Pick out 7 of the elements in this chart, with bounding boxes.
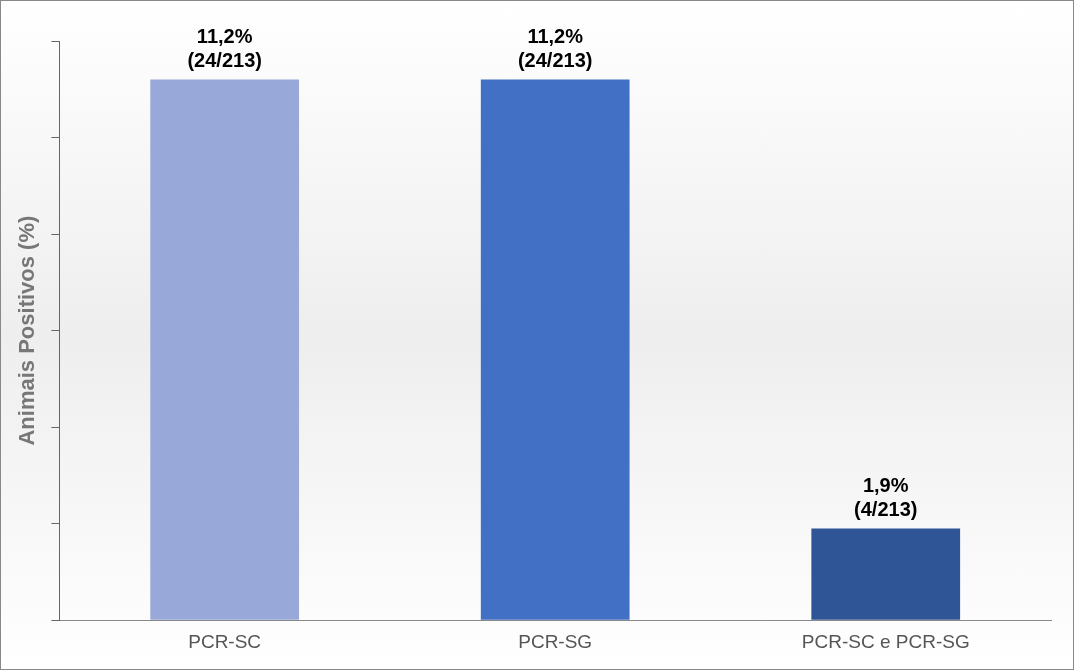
x-tick-label: PCR-SG <box>518 630 593 652</box>
y-axis-title: Animais Positivos (%) <box>14 215 40 446</box>
data-label: 11,2% (24/213) <box>517 25 593 72</box>
data-label: 11,2% (24/213) <box>187 25 262 72</box>
x-tick-label: PCR-SC e PCR-SG <box>801 630 970 652</box>
x-tick-label: PCR-SC <box>188 630 262 652</box>
data-label: 1,9% (4/213) <box>854 474 918 521</box>
